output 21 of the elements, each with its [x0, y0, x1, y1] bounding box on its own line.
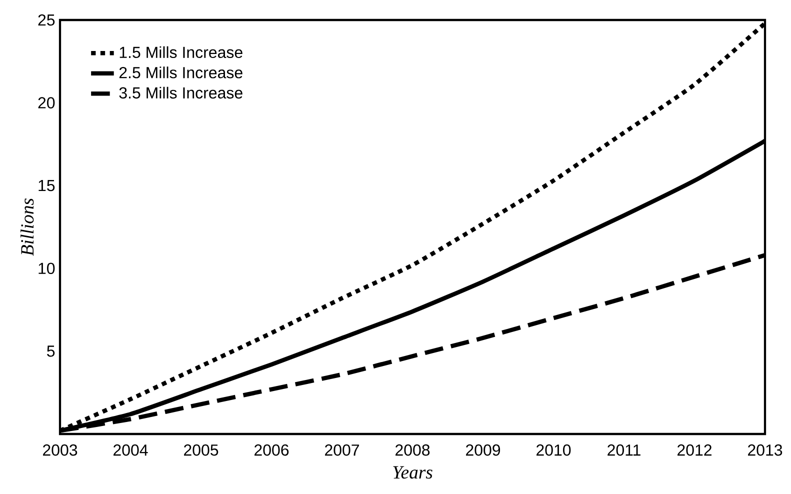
- x-tick-label: 2013: [748, 444, 782, 456]
- y-tick-label: 25: [38, 14, 55, 26]
- legend-label: 2.5 Mills Increase: [119, 66, 242, 78]
- x-tick-label: 2006: [254, 444, 289, 456]
- x-tick-label: 2005: [184, 444, 218, 456]
- y-tick-label: 5: [47, 346, 55, 357]
- y-tick-label: 20: [38, 97, 55, 108]
- legend-label: 3.5 Mills Increase: [119, 86, 242, 99]
- x-tick-label: 2010: [536, 444, 571, 456]
- y-axis-title: Billions: [20, 198, 34, 256]
- x-axis-title: Years: [393, 466, 432, 479]
- x-tick-label: 2003: [43, 444, 78, 456]
- x-tick-label: 2008: [396, 444, 430, 456]
- x-tick-label: 2004: [114, 444, 148, 456]
- legend-label: 1.5 Mills Increase: [120, 46, 242, 58]
- y-tick-label: 10: [38, 262, 55, 274]
- x-tick-label: 2009: [466, 444, 500, 456]
- x-tick-label: 2011: [608, 444, 640, 456]
- y-tick-label: 15: [38, 180, 55, 192]
- x-tick-label: 2007: [325, 444, 359, 456]
- x-tick-label: 2012: [678, 444, 712, 456]
